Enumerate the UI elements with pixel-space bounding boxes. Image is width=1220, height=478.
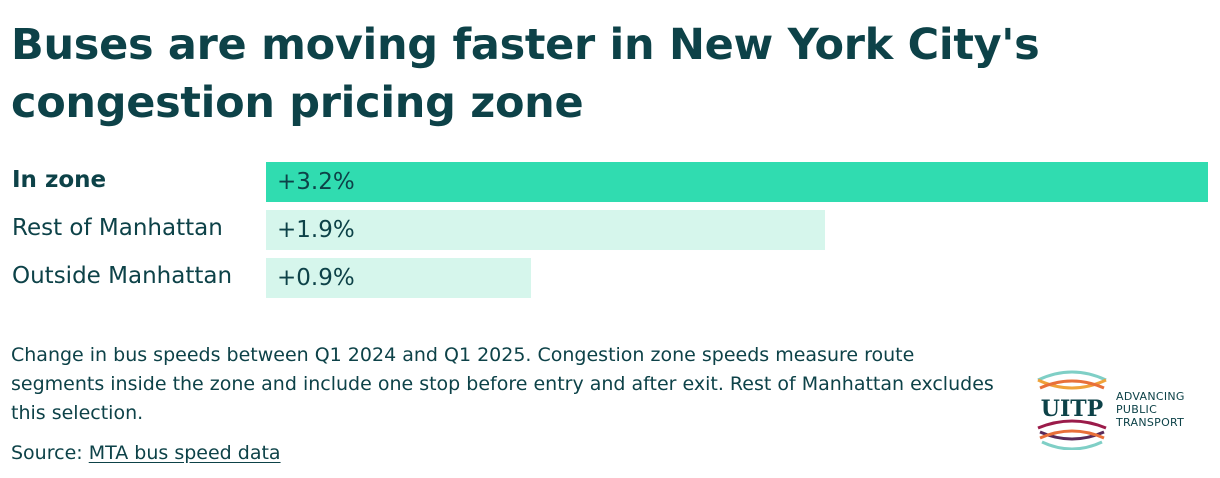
category-label: Rest of Manhattan bbox=[12, 215, 223, 241]
bar-value-label: +3.2% bbox=[277, 169, 355, 195]
uitp-logo: UITP ADVANCING PUBLIC TRANSPORT bbox=[1034, 366, 1214, 451]
uitp-logo-mark: UITP bbox=[1037, 370, 1107, 451]
chart-note: Change in bus speeds between Q1 2024 and… bbox=[11, 344, 994, 424]
uitp-wordmark: UITP bbox=[1041, 396, 1103, 422]
uitp-tagline: ADVANCING PUBLIC TRANSPORT bbox=[1116, 390, 1185, 429]
bar-value-label: +1.9% bbox=[277, 217, 355, 243]
bar bbox=[266, 258, 531, 298]
category-label: In zone bbox=[12, 167, 107, 193]
source-line: Source: MTA bus speed data bbox=[11, 439, 281, 468]
chart-title: Buses are moving faster in New York City… bbox=[11, 20, 1040, 128]
bar bbox=[266, 162, 1208, 202]
bar bbox=[266, 210, 825, 250]
bar-value-label: +0.9% bbox=[277, 265, 355, 291]
bar-row: Outside Manhattan +0.9% bbox=[0, 256, 1220, 298]
bar-chart: In zone +3.2% Rest of Manhattan +1.9% Outsid… bbox=[0, 160, 1220, 302]
source-link[interactable]: MTA bus speed data bbox=[88, 442, 281, 464]
category-label: Outside Manhattan bbox=[12, 263, 233, 289]
bar-row: In zone +3.2% bbox=[0, 160, 1220, 202]
source-prefix: Source: bbox=[11, 442, 83, 464]
bar-row: Rest of Manhattan +1.9% bbox=[0, 208, 1220, 250]
